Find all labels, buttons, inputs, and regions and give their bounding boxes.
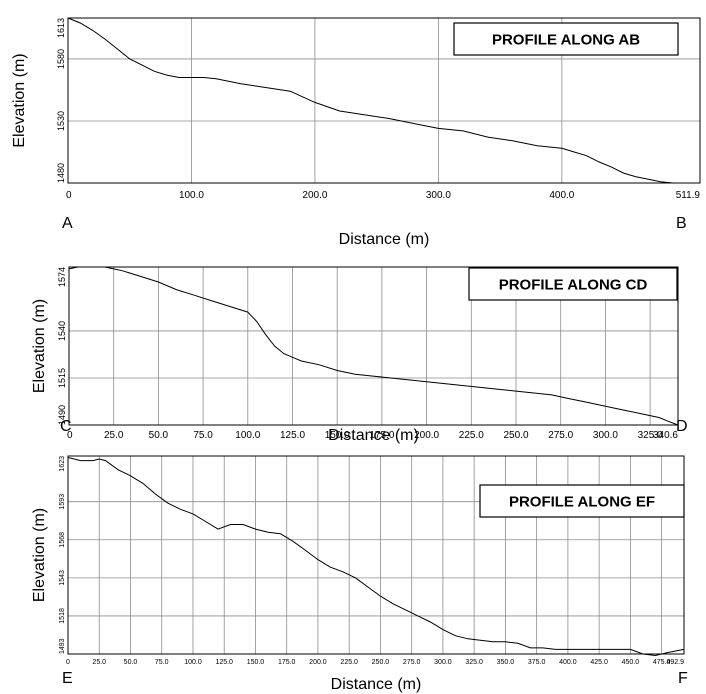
x-axis-label: Distance (m) [331,676,422,693]
y-tick-label: 1623 [59,456,66,472]
x-tick-label: 425.0 [590,659,608,666]
x-tick-label: 325.0 [638,430,663,441]
profile-start-label: E [62,670,73,687]
x-tick-label: 511.9 [676,190,701,201]
x-tick-label: 200.0 [309,659,327,666]
profile-chart: 0 25.0 50.0 75.0 100.0 125.0 150.0 175.0 200.0 22… [31,455,688,693]
y-tick-label: 1580 [56,49,66,69]
x-tick-label: 250.0 [503,430,528,441]
y-tick-label: 1530 [56,111,66,131]
y-tick-label: 1493 [59,638,66,654]
y-tick-label: 1574 [57,267,67,287]
profile-end-label: D [676,418,688,435]
plot-frame [67,17,701,184]
x-tick-label: 225.0 [340,659,358,666]
x-tick-label: 300.0 [593,430,618,441]
x-axis-label: Distance (m) [339,231,430,248]
profile-chart: 0 25.0 50.0 75.0 100.0 125.0 150.0 175.0 200.0 22… [31,266,688,444]
title-frame [479,484,685,518]
x-tick-label: 25.0 [92,659,106,666]
profile-line [67,457,685,657]
y-tick-label: 1568 [59,532,66,548]
x-tick-label: 200.0 [414,430,439,441]
x-tick-label: 75.0 [155,659,169,666]
chart-title-box: PROFILE ALONG AB [453,22,679,56]
x-tick-label: 275.0 [403,659,421,666]
x-tick-label: 340.6 [653,430,678,441]
profile-line [68,266,679,426]
x-tick-label: 350.0 [497,659,515,666]
x-tick-label: 175.0 [369,430,394,441]
profile-end-label: F [678,670,688,687]
y-tick-label: 1540 [57,321,67,341]
x-tick-label: 50.0 [149,430,169,441]
x-tick-label: 150.0 [325,430,350,441]
x-tick-label: 492.9 [666,659,684,666]
profile-line [67,17,700,184]
x-tick-label: 75.0 [193,430,213,441]
x-tick-label: 275.0 [548,430,573,441]
x-tick-label: 225.0 [459,430,484,441]
x-tick-label: 100.0 [179,190,204,201]
chart-title: PROFILE ALONG EF [509,494,655,511]
y-tick-label: 1480 [56,163,66,183]
x-tick-label: 400.0 [559,659,577,666]
x-tick-label: 300.0 [426,190,451,201]
x-tick-label: 125.0 [280,430,305,441]
y-tick-label: 1515 [57,368,67,388]
y-tick-label: 1543 [59,570,66,586]
x-tick-label: 125.0 [215,659,233,666]
profile-start-label: A [62,215,73,232]
profile-chart: 0 100.0 200.0 300.0 400.0 511.9 1480 1530 1580 16… [11,17,701,248]
profile-end-label: B [676,215,687,232]
chart-title-box: PROFILE ALONG EF [479,484,685,518]
chart-title: PROFILE ALONG AB [492,32,640,49]
chart-title-box: PROFILE ALONG CD [468,267,678,301]
x-tick-label: 175.0 [278,659,296,666]
chart-title: PROFILE ALONG CD [499,277,648,294]
x-tick-label: 0 [66,190,72,201]
title-frame [453,22,679,56]
y-tick-label: 1613 [56,18,66,38]
x-tick-label: 200.0 [302,190,327,201]
title-frame [468,267,678,301]
x-tick-label: 100.0 [235,430,260,441]
x-tick-label: 375.0 [528,659,546,666]
plot-frame [68,266,679,426]
plot-frame [67,455,685,655]
x-tick-label: 300.0 [434,659,452,666]
x-tick-label: 0 [67,430,73,441]
y-axis-label: Elevation (m) [31,299,48,393]
y-tick-label: 1593 [59,494,66,510]
x-tick-label: 475.0 [653,659,671,666]
y-tick-label: 1490 [57,405,67,425]
x-tick-label: 0 [66,659,70,666]
x-axis-label: Distance (m) [328,427,419,444]
x-tick-label: 50.0 [124,659,138,666]
x-tick-label: 325.0 [465,659,483,666]
y-axis-label: Elevation (m) [31,508,48,602]
x-tick-label: 400.0 [549,190,574,201]
x-tick-label: 250.0 [372,659,390,666]
x-tick-label: 450.0 [622,659,640,666]
y-tick-label: 1518 [59,608,66,624]
x-tick-label: 150.0 [247,659,265,666]
y-axis-label: Elevation (m) [11,53,28,147]
profile-start-label: C [60,418,72,435]
x-tick-label: 25.0 [104,430,124,441]
x-tick-label: 100.0 [184,659,202,666]
